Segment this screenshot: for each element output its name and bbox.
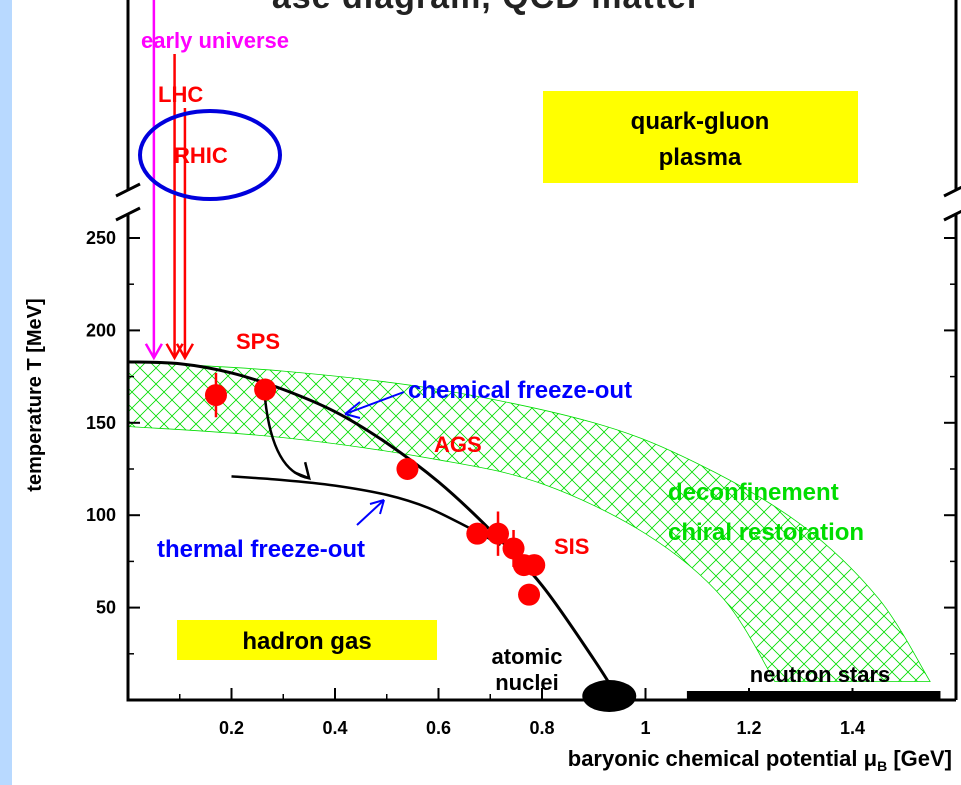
x-tick-label: 1.2 (736, 718, 761, 738)
axis-break-marks (115, 182, 961, 222)
ags-label: AGS (434, 432, 482, 457)
thermal-freezeout-pointer (356, 499, 385, 526)
vertical-arrow-head (175, 343, 195, 361)
vertical-arrows (144, 0, 195, 361)
chemical-freezeout-pointer (344, 391, 405, 419)
slide-canvas: ase diagram, QCD matter 0.2 0.4 0.6 0.8 1 (12, 0, 961, 785)
experiment-point (396, 458, 419, 480)
y-tick-label: 200 (86, 320, 116, 340)
x-tick-label: 1 (640, 718, 650, 738)
chemical-freezeout-curve (127, 360, 621, 701)
lhc-label: LHC (158, 82, 203, 107)
nuclei-label: nuclei (495, 670, 559, 695)
x-tick-label: 0.2 (219, 718, 244, 738)
early-universe-label: early universe (141, 28, 289, 53)
x-axis-title: baryonic chemical potential μB [GeV] (568, 746, 952, 774)
x-tick-label: 0.8 (529, 718, 554, 738)
x-axis-title-main: baryonic chemical potential μ (568, 746, 877, 771)
deconfinement-label: deconfinement (668, 479, 839, 506)
chiral-restoration-label: chiral restoration (668, 519, 864, 546)
atomic-nuclei-marker (582, 680, 637, 712)
chemical-freezeout-label: chemical freeze-out (408, 377, 632, 404)
neutron-stars-bar (686, 691, 941, 700)
neutron-stars-label: neutron stars (750, 662, 891, 687)
experiment-point (523, 554, 546, 577)
vertical-arrow-head (144, 343, 163, 361)
phase-diagram-chart: 0.2 0.4 0.6 0.8 1 1.2 1.4 50 100 150 200 250 early… (24, 0, 961, 774)
y-tick-label: 250 (86, 228, 116, 248)
hadron-gas-label: hadron gas (242, 628, 371, 655)
y-tick-label: 150 (86, 413, 116, 433)
x-tick-label: 1.4 (840, 718, 865, 738)
experiment-point (254, 378, 277, 401)
atomic-label: atomic (492, 644, 563, 669)
rhic-label: RHIC (174, 143, 228, 168)
x-tick-label: 0.6 (426, 718, 451, 738)
x-tick-label: 0.4 (322, 718, 347, 738)
hadron-gas-highlight-box (177, 620, 437, 660)
sis-label: SIS (554, 534, 589, 559)
thermal-freezeout-label: thermal freeze-out (157, 536, 365, 563)
experiment-point (487, 522, 510, 545)
experiment-points (204, 372, 546, 606)
experiment-point (204, 384, 227, 407)
experiment-point (518, 583, 541, 606)
qgp-label-line2: plasma (659, 144, 742, 171)
qgp-label-line1: quark-gluon (631, 108, 770, 135)
rhic-highlight-circle (138, 109, 282, 201)
qgp-highlight-box (543, 91, 858, 183)
x-axis-ticks: 0.2 0.4 0.6 0.8 1 1.2 1.4 (179, 688, 905, 738)
slide-title-fragment: ase diagram, QCD matter (12, 0, 961, 18)
y-tick-label: 50 (96, 598, 116, 618)
deconfinement-band (127, 361, 931, 682)
thermal-freezeout-curve (231, 475, 502, 546)
experiment-point (466, 522, 489, 545)
sps-label: SPS (236, 329, 280, 354)
x-axis-title-subscript: B (877, 758, 887, 774)
y-axis-title: temperature T [MeV] (24, 298, 46, 491)
y-tick-label: 100 (86, 505, 116, 525)
y-axis-ticks: 50 100 150 200 250 (86, 228, 956, 655)
x-axis-title-unit: [GeV] (887, 746, 952, 771)
freezeout-arrow-head (293, 461, 311, 481)
experiment-point (502, 537, 525, 560)
